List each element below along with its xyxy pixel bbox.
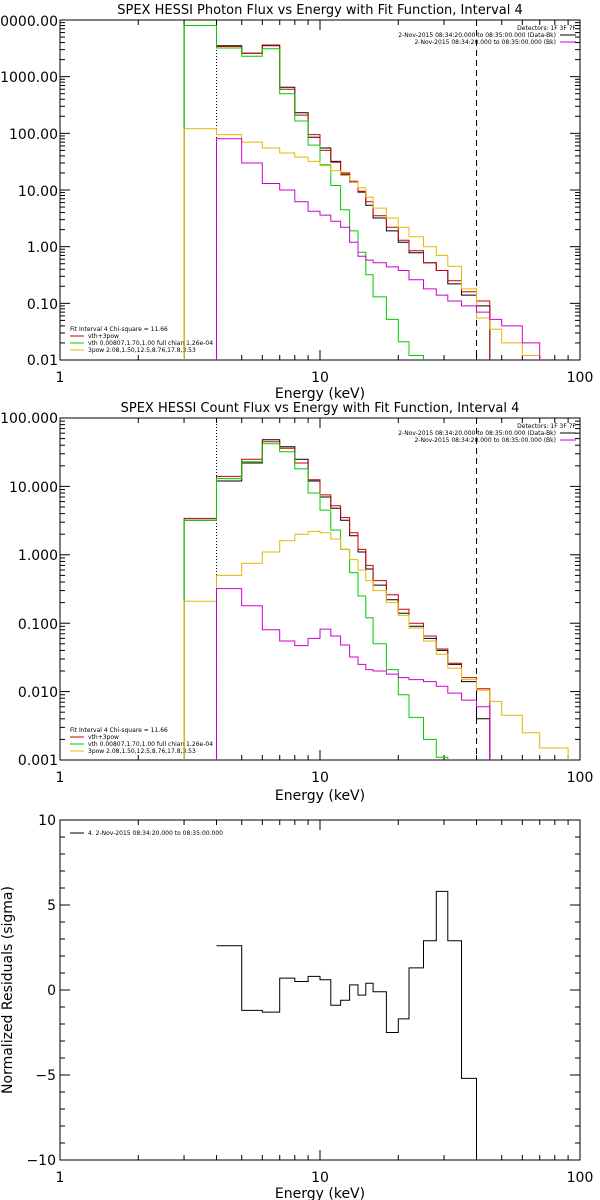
series-line-bk [216,138,541,360]
panel2-ytick-label: 0.100 [18,617,58,633]
panel3-xtick-label: 1 [56,1170,65,1186]
panel2-legend-entry-vth-3pow: vth+3pow [88,734,119,741]
series-line-vth-3pow [183,25,491,360]
panel2-legend-entry-vth: vth 0.00807,1.70,1.00 full chian 1.26e-0… [88,741,213,748]
series-line-4-2-nov-2015-08-34-20-000-to-08-35-00-000 [216,890,477,1160]
series-line-data-bk [183,25,491,360]
series-line-bk [216,588,491,760]
panel1-detectors-label: Detectors: 1F 3F 7F [517,25,576,32]
series-line-3pow [183,530,569,760]
panel1-legend-entry-vth: vth 0.00807,1.70,1.00 full chian 1.26e-0… [88,340,213,347]
panel3-legend-entry: 4. 2-Nov-2015 08:34:20.000 to 08:35:00.0… [88,830,223,837]
panel1-ytick-label: 0.01 [27,353,58,369]
panel1-plot-frame [59,19,581,361]
panel3-xtick-label: 10 [311,1170,329,1186]
panel3-ytick-label: −5 [35,1068,56,1084]
panel2-ytick-label: 10.000 [9,480,58,496]
panel3-yaxis-title: Normalized Residuals (sigma) [0,886,16,1094]
panel2-detectors-label: Detectors: 1F 3F 7F [517,423,576,430]
panel1-ytick-label: 0.10 [27,297,58,313]
panel1-fit-info: Fit Interval 4 Chi-square = 11.66 [70,326,168,333]
chart-marks [59,20,580,1161]
panel1-xtick-label: 10 [311,370,329,386]
panel3-ytick-label: 10 [38,813,56,829]
panel1-ytick-label: 100.00 [9,127,58,143]
count-flux-panel: SPEX HESSI Count Flux vs Energy with Fit… [0,401,593,804]
panel1-ytick-label: 10000.00 [0,14,58,30]
photon-flux-panel: SPEX HESSI Photon Flux vs Energy with Fi… [0,3,593,402]
panel1-legend-entry-data-bk: 2-Nov-2015 08:34:20.000 to 08:35:00.000 … [398,32,556,39]
panel1-ytick-label: 10.00 [18,184,58,200]
panel1-legend-entry-vth-3pow: vth+3pow [88,333,119,340]
panel1-ytick-label: 1.00 [27,240,58,256]
panel3-plot-frame [59,819,581,1161]
panel1-title: SPEX HESSI Photon Flux vs Energy with Fi… [117,3,523,18]
panel2-ytick-label: 100.000 [0,411,58,427]
series-line-vth [183,25,424,360]
panel2-ytick-label: 0.010 [18,685,58,701]
panel2-ytick-label: 1.000 [18,548,58,564]
panel1-xaxis-title: Energy (keV) [275,386,365,402]
panel2-xaxis-title: Energy (keV) [275,788,365,804]
panel2-legend-entry-3pow: 3pow 2.08,1.50,12.5,8.76,17.8,3.53 [88,748,196,755]
panel3-xaxis-title: Energy (keV) [275,1186,365,1200]
panel2-xtick-label: 100 [567,770,594,786]
residuals-panel: 10 5 0 −5 −10 1 10 100 Energy (keV) Norm… [0,813,593,1200]
panel2-legend-entry-data-bk: 2-Nov-2015 08:34:20.000 to 08:35:00.000 … [398,430,556,437]
panel2-xtick-label: 10 [311,770,329,786]
panel1-xtick-label: 1 [56,370,65,386]
panel3-ytick-label: 0 [47,983,56,999]
panel3-ytick-label: 5 [47,898,56,914]
series-line-vth-3pow [183,441,491,760]
panel3-xtick-label: 100 [567,1170,594,1186]
panel2-ytick-label: 0.001 [18,753,58,769]
panel2-xtick-label: 1 [56,770,65,786]
panel1-legend-entry-3pow: 3pow 2.08,1.50,12.5,8.76,17.8,3.53 [88,347,196,354]
panel2-legend-entry-bk: 2-Nov-2015 08:34:20.000 to 08:35:00.000 … [414,437,556,444]
panel3-ytick-label: −10 [26,1153,56,1169]
panel1-xtick-label: 100 [567,370,594,386]
panel1-ytick-label: 1000.00 [0,70,58,86]
panel2-title: SPEX HESSI Count Flux vs Energy with Fit… [121,401,520,416]
series-line-data-bk [183,439,491,760]
series-line-vth [183,443,449,760]
series-line-3pow [183,128,541,360]
panel2-fit-info: Fit Interval 4 Chi-square = 11.66 [70,727,168,734]
panel1-legend-entry-bk: 2-Nov-2015 08:34:20.000 to 08:35:00.000 … [414,39,556,46]
